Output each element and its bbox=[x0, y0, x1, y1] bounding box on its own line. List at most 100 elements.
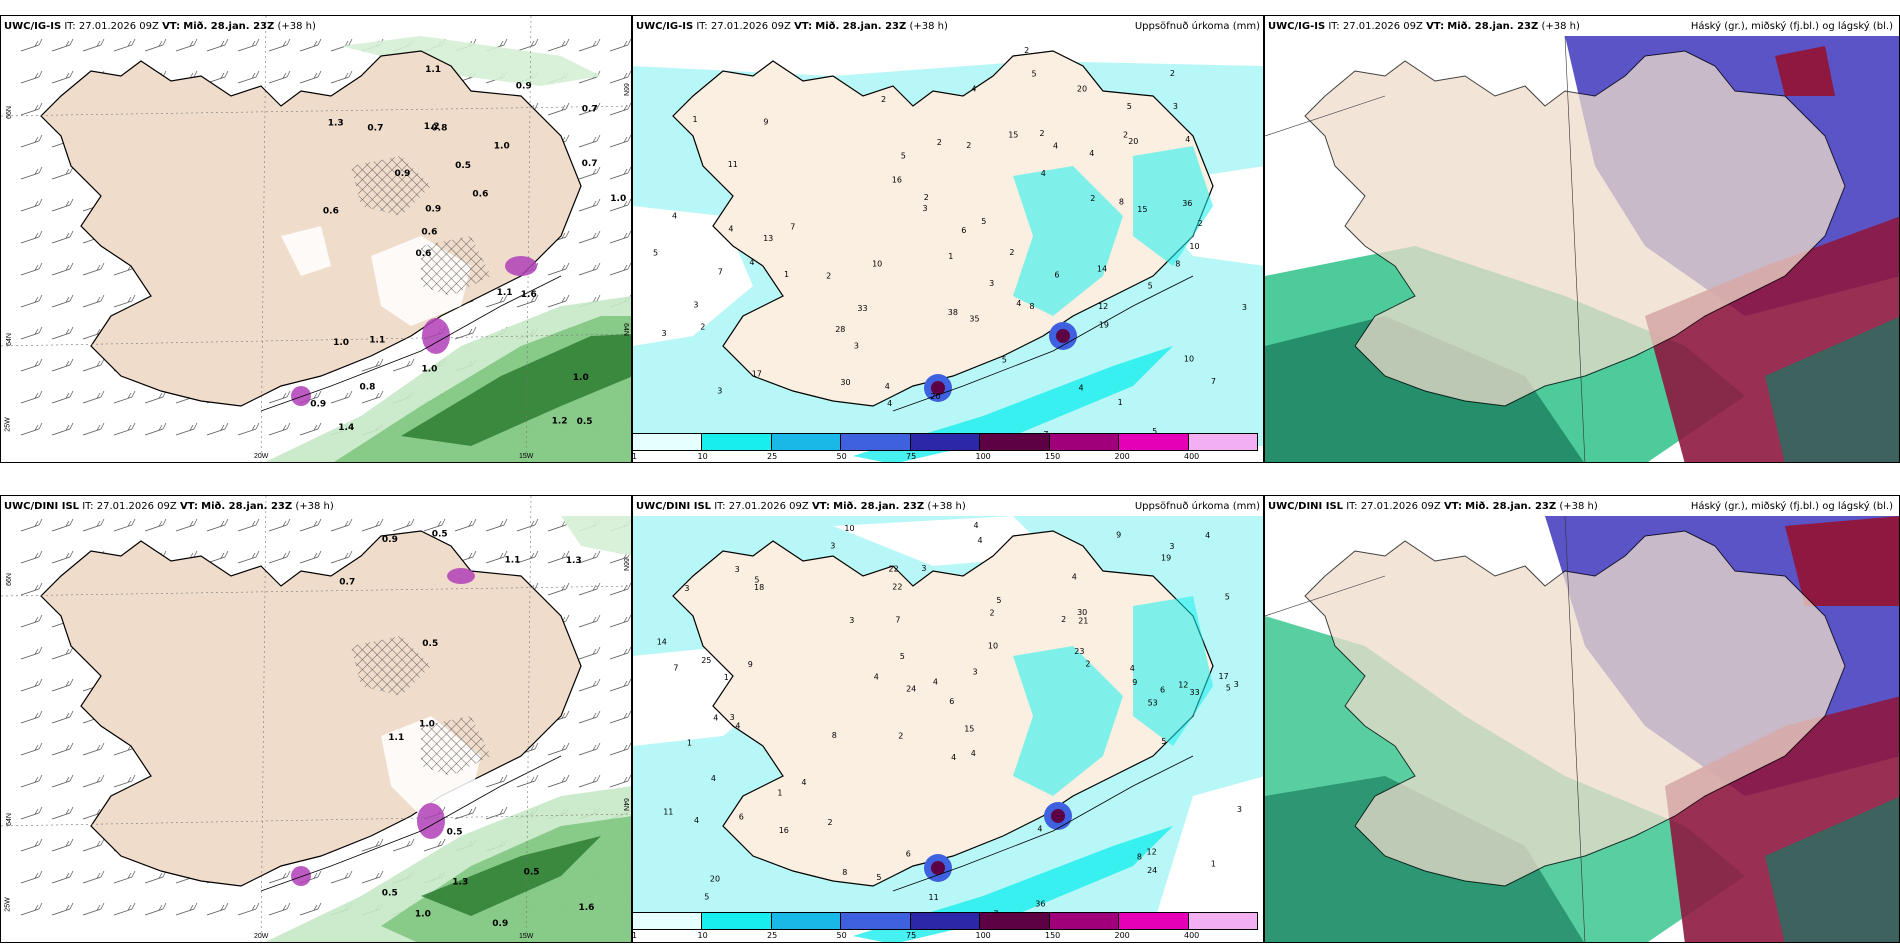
legend-swatch bbox=[771, 913, 842, 929]
map-value-label: 30 bbox=[840, 378, 850, 387]
map-value-label: 4 bbox=[1037, 824, 1042, 833]
wind-barb bbox=[20, 550, 43, 564]
map-value-label: 0.9 bbox=[516, 82, 532, 92]
wind-barb bbox=[175, 38, 198, 52]
wind-speed-area-stronger bbox=[421, 836, 601, 916]
legend-tick-label: 25 bbox=[767, 931, 778, 940]
precip-legend-top bbox=[632, 433, 1258, 451]
wind-value-labels: 1.0 0.9 0.5 0.5 0.9 0.7 1.1 1.6 0.5 0.5 1.3 1.3 1.0 0… bbox=[339, 529, 594, 929]
cloud-map-panel-bottom: UWC/DINI ISL IT: 27.01.2026 09Z VT: Mið.… bbox=[1264, 495, 1900, 943]
map-value-label: 5 bbox=[653, 249, 658, 258]
map-value-label: 5 bbox=[1226, 684, 1231, 693]
map-value-label: 9 bbox=[748, 660, 753, 669]
map-value-label: 21 bbox=[1078, 617, 1088, 626]
precip-value-labels: 1045243321265388769211431211252491248564… bbox=[657, 521, 1242, 920]
map-value-label: 0.8 bbox=[431, 123, 447, 133]
map-value-label: 2 bbox=[826, 272, 831, 281]
map-value-label: 3 bbox=[1169, 542, 1174, 551]
wind-barb bbox=[113, 390, 136, 404]
hatched-area bbox=[421, 236, 491, 296]
map-value-label: 9 bbox=[1116, 531, 1121, 540]
map-value-label: 8 bbox=[832, 731, 837, 740]
wind-barb bbox=[206, 422, 229, 436]
map-value-label: 4 bbox=[951, 753, 956, 762]
legend-swatch bbox=[1188, 434, 1257, 450]
map-value-label: 4 bbox=[801, 778, 806, 787]
wind-barb bbox=[299, 518, 322, 532]
map-value-label: 22 bbox=[892, 583, 902, 592]
panel-title: UWC/DINI ISL IT: 27.01.2026 09Z VT: Mið.… bbox=[1268, 501, 1598, 512]
wind-barb bbox=[516, 518, 539, 532]
lead-time: (+38 h) bbox=[295, 501, 334, 512]
lon-label-20w: 20W bbox=[254, 453, 269, 460]
map-value-label: 3 bbox=[1173, 102, 1178, 111]
map-value-label: 3 bbox=[730, 713, 735, 722]
lead-time: (+38 h) bbox=[927, 501, 966, 512]
map-value-label: 14 bbox=[1097, 265, 1107, 274]
low-cloud-area bbox=[1785, 516, 1899, 606]
map-value-label: 0.7 bbox=[367, 124, 383, 134]
wind-barb bbox=[206, 518, 229, 532]
wind-barb bbox=[20, 614, 43, 628]
precip-moderate-area bbox=[1133, 596, 1213, 746]
wind-map-svg-bottom: 1.0 0.9 0.5 0.5 0.9 0.7 1.1 1.6 0.5 0.5 1.3 1.3 1.0 0… bbox=[1, 496, 631, 942]
map-value-label: 24 bbox=[1147, 866, 1157, 875]
map-value-label: 3 bbox=[735, 565, 740, 574]
map-value-label: 1 bbox=[948, 252, 953, 261]
model-name: UWC/DINI ISL bbox=[636, 501, 712, 512]
wind-barb bbox=[361, 870, 384, 884]
wind-barb bbox=[20, 582, 43, 596]
wind-barb bbox=[20, 70, 43, 84]
map-value-label: 8 bbox=[842, 868, 847, 877]
wind-barb bbox=[609, 38, 631, 52]
map-value-label: 13 bbox=[763, 234, 773, 243]
map-value-label: 2 bbox=[1198, 219, 1203, 228]
wind-barb bbox=[82, 358, 105, 372]
valid-time: Mið. 28.jan. 23Z bbox=[1465, 501, 1557, 512]
legend-swatch bbox=[771, 434, 842, 450]
wind-barb bbox=[144, 422, 167, 436]
legend-swatch bbox=[633, 913, 703, 929]
wind-barb bbox=[609, 614, 631, 628]
precip-max bbox=[931, 381, 945, 395]
map-value-label: 0.7 bbox=[582, 159, 598, 169]
wind-barb bbox=[175, 902, 198, 916]
map-value-label: 0.9 bbox=[395, 169, 411, 179]
init-time: IT: 27.01.2026 09Z bbox=[714, 501, 809, 512]
wind-barb bbox=[51, 326, 74, 340]
map-value-label: 3 bbox=[849, 616, 854, 625]
map-value-label: 5 bbox=[981, 217, 986, 226]
graticule bbox=[1, 585, 631, 597]
wind-barb bbox=[144, 38, 167, 52]
legend-swatch bbox=[980, 913, 1050, 929]
map-value-label: 2 bbox=[828, 818, 833, 827]
map-value-label: 1.1 bbox=[425, 65, 441, 75]
wind-barb bbox=[392, 518, 415, 532]
map-value-label: 1.1 bbox=[388, 733, 404, 743]
wind-speed-area-n bbox=[561, 516, 631, 556]
map-value-label: 4 bbox=[1016, 299, 1021, 308]
iceland-landmass bbox=[40, 530, 582, 887]
map-value-label: 53 bbox=[1148, 698, 1158, 707]
map-value-label: 4 bbox=[735, 722, 740, 731]
wind-barb bbox=[113, 902, 136, 916]
wind-barb bbox=[20, 870, 43, 884]
wind-barb bbox=[20, 134, 43, 148]
map-value-label: 4 bbox=[694, 816, 699, 825]
wind-barb bbox=[206, 38, 229, 52]
map-value-label: 5 bbox=[876, 873, 881, 882]
valid-label: VT: bbox=[794, 21, 813, 32]
wind-barb bbox=[51, 678, 74, 692]
map-value-label: 3 bbox=[717, 387, 722, 396]
map-value-label: 2 bbox=[966, 141, 971, 150]
map-value-label: 2 bbox=[700, 322, 705, 331]
wind-barb bbox=[485, 518, 508, 532]
map-value-label: 6 bbox=[739, 813, 744, 822]
gust-core bbox=[447, 568, 475, 584]
wind-barb bbox=[51, 742, 74, 756]
map-value-label: 1.0 bbox=[422, 364, 438, 374]
wind-barb bbox=[485, 774, 508, 788]
wind-barb bbox=[609, 646, 631, 660]
lat-label-66-right: 66N bbox=[621, 83, 629, 96]
map-value-label: 0.5 bbox=[524, 867, 540, 877]
